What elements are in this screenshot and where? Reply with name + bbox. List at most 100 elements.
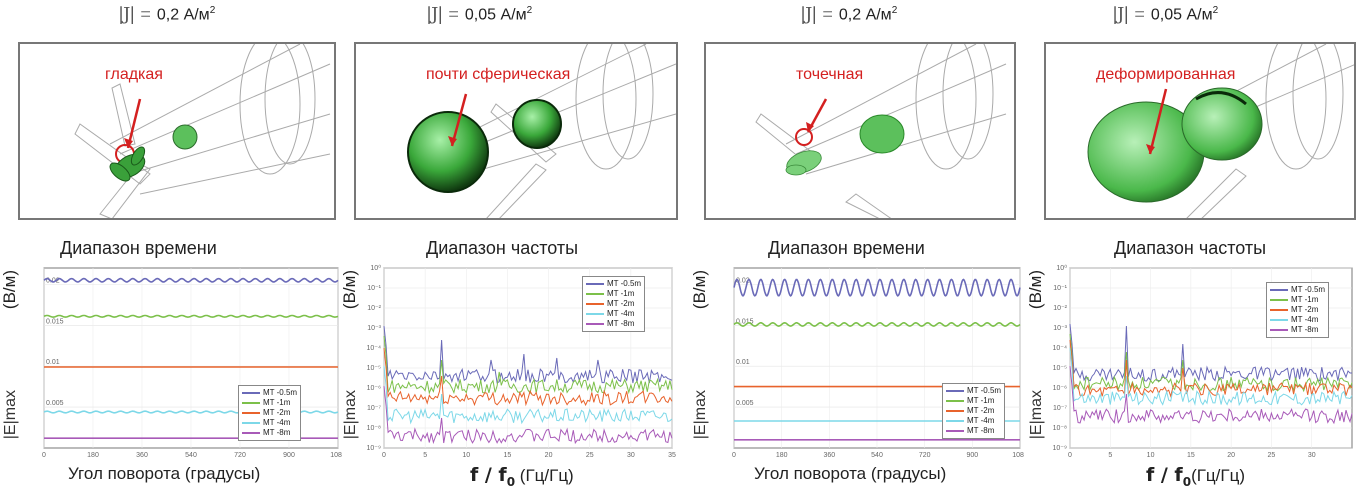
current-density-label: |J| = 0,05 А/м2 [426, 4, 533, 25]
shape-label: деформированная [1096, 66, 1236, 83]
legend-swatch [946, 420, 964, 422]
series-line [1069, 339, 1353, 398]
section-title: Диапазон времени [60, 238, 217, 258]
legend-entry: MT -8m [586, 319, 641, 329]
y-axis-quantity: |E|max [342, 390, 359, 440]
legend-swatch [946, 410, 964, 412]
legend-label: MT -4m [1291, 315, 1319, 324]
legend-entry: MT -2m [586, 299, 641, 309]
x-tick-label: 5 [1108, 452, 1112, 459]
y-axis-label: (В/м) [0, 270, 19, 310]
x-axis-label: f / f0(Гц/Гц) [1146, 464, 1245, 488]
y-tick-label: 0.01 [46, 359, 60, 366]
x-tick-label: 10 [1147, 452, 1155, 459]
legend-entry: MT -1m [242, 398, 297, 408]
legend-entry: MT -2m [946, 406, 1001, 416]
legend-swatch [586, 293, 604, 295]
y-tick-label: 0.005 [736, 400, 754, 407]
x-tick-label: 35 [668, 452, 676, 459]
current-density-symbol: |J| [118, 4, 135, 25]
x-axis-label: Угол поворота (градусы) [754, 464, 947, 483]
legend-swatch [946, 400, 964, 402]
panel-smooth: |J| = 0,2 А/м2 [0, 0, 342, 488]
legend-label: MT -0.5m [607, 279, 642, 288]
x-tick-label: 180 [87, 452, 99, 459]
y-tick-label: 0.005 [46, 400, 64, 407]
y-tick-label: 0.02 [736, 277, 750, 284]
y-tick-label: 10⁻⁶ [1053, 385, 1067, 392]
x-tick-label: 720 [234, 452, 246, 459]
legend-label: MT -1m [263, 398, 291, 407]
y-tick-label: 10⁻⁴ [367, 345, 382, 352]
series-line [383, 335, 673, 395]
series-line [43, 277, 339, 283]
legend-swatch [242, 432, 260, 434]
x-tick-label: 1080 [1012, 452, 1024, 459]
legend-swatch [1270, 309, 1288, 311]
legend-swatch [242, 412, 260, 414]
y-tick-label: 10⁰ [1056, 264, 1067, 272]
x-axis-label: Угол поворота (градусы) [68, 464, 261, 483]
legend-swatch [586, 283, 604, 285]
current-density-label: |J| = 0,05 А/м2 [1112, 4, 1219, 25]
legend-entry: MT -0.5m [242, 388, 297, 398]
legend-swatch [586, 323, 604, 325]
x-tick-label: 180 [776, 452, 788, 459]
series-line [1069, 323, 1352, 383]
legend-entry: MT -4m [586, 309, 641, 319]
legend-swatch [586, 313, 604, 315]
x-tick-label: 15 [504, 452, 512, 459]
legend-swatch [1270, 299, 1288, 301]
chart-legend: MT -0.5m MT -1m MT -2m MT -4m MT -8m [942, 383, 1006, 439]
legend-swatch [586, 303, 604, 305]
legend-label: MT -0.5m [967, 386, 1002, 395]
x-tick-label: 30 [1308, 452, 1316, 459]
legend-entry: MT -0.5m [946, 386, 1001, 396]
section-title: Диапазон частоты [426, 238, 579, 258]
series-line [383, 365, 673, 425]
x-tick-label: 0 [732, 452, 736, 459]
legend-entry: MT -2m [1270, 305, 1325, 315]
current-density-symbol: |J| [426, 4, 443, 25]
legend-label: MT -4m [263, 418, 291, 427]
y-tick-label: 10⁻⁷ [367, 405, 381, 412]
legend-label: MT -1m [967, 396, 995, 405]
series-line [1069, 333, 1353, 393]
chart-legend: MT -0.5m MT -1m MT -2m MT -4m MT -8m [1266, 282, 1330, 338]
legend-label: MT -4m [967, 416, 995, 425]
section-title: Диапазон частоты [1114, 238, 1267, 258]
y-axis-label: (В/м) [690, 270, 709, 310]
series-line [733, 321, 1021, 327]
legend-entry: MT -2m [242, 408, 297, 418]
left-comparison: |J| = 0,2 А/м2 [0, 0, 678, 488]
legend-entry: MT -8m [242, 428, 297, 438]
y-axis-label: (В/м) [1026, 270, 1045, 310]
legend-label: MT -8m [1291, 325, 1319, 334]
y-tick-label: 10⁻⁹ [367, 445, 381, 452]
legend-label: MT -2m [607, 299, 635, 308]
x-tick-label: 540 [871, 452, 883, 459]
x-tick-label: 0 [42, 452, 46, 459]
x-tick-label: 20 [545, 452, 553, 459]
x-tick-label: 30 [627, 452, 635, 459]
legend-label: MT -1m [607, 289, 635, 298]
x-tick-label: 720 [919, 452, 931, 459]
section-title: Диапазон времени [768, 238, 925, 258]
legend-entry: MT -1m [586, 289, 641, 299]
legend-entry: MT -0.5m [586, 279, 641, 289]
y-tick-label: 0.015 [736, 318, 754, 325]
y-tick-label: 10⁰ [370, 264, 381, 272]
simulation-image: точечная [704, 42, 1016, 220]
legend-swatch [946, 390, 964, 392]
series-line [1069, 347, 1353, 407]
y-tick-label: 10⁻⁶ [367, 385, 381, 392]
legend-entry: MT -0.5m [1270, 285, 1325, 295]
legend-label: MT -0.5m [1291, 285, 1326, 294]
y-axis-quantity: |E|max [2, 390, 19, 440]
y-tick-label: 10⁻¹ [367, 285, 381, 292]
current-density-label: |J| = 0,2 А/м2 [118, 4, 216, 25]
shape-label: точечная [796, 66, 864, 83]
y-tick-label: 0.015 [46, 318, 64, 325]
legend-swatch [242, 402, 260, 404]
legend-entry: MT -1m [946, 396, 1001, 406]
